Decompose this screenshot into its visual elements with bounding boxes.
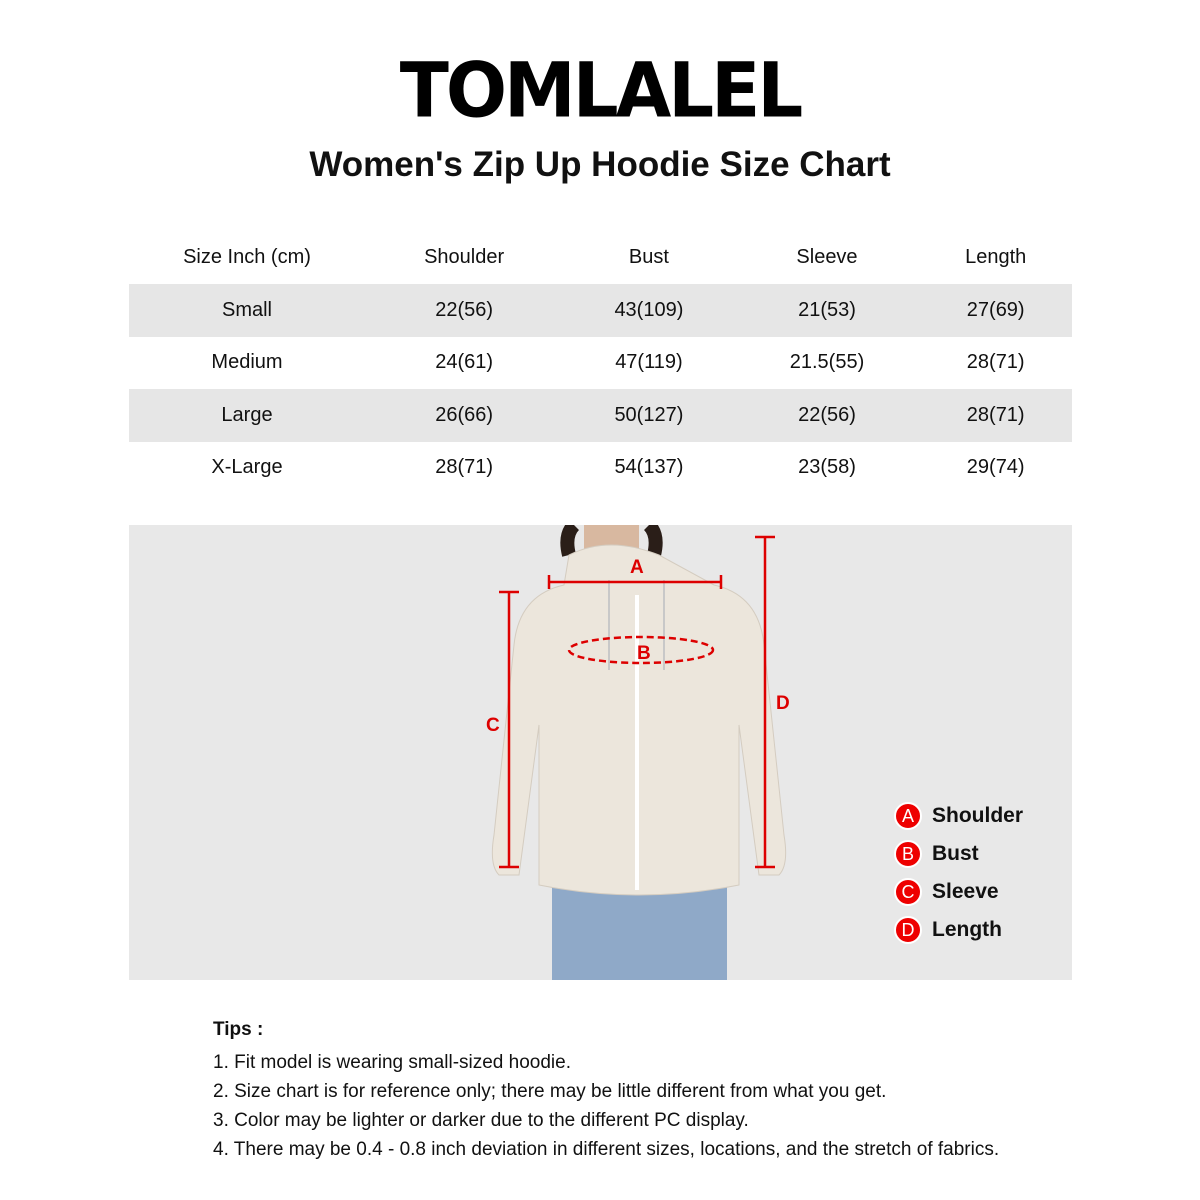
mark-c: C [486, 715, 500, 736]
cell: 27(69) [919, 284, 1072, 337]
cell: 54(137) [614, 456, 684, 479]
cell: Small [129, 284, 365, 337]
cell: 23(58) [798, 456, 856, 479]
tip-item: 2. Size chart is for reference only; the… [213, 1081, 887, 1102]
legend-label: Shoulder [932, 804, 1024, 827]
hoodie-illustration: A B C D [486, 525, 790, 980]
legend-label: Bust [932, 842, 979, 865]
cell: 28(71) [435, 456, 494, 479]
cell: 28(71) [966, 351, 1025, 374]
cell: 29(74) [966, 456, 1025, 479]
badge-b-icon: B [894, 840, 922, 868]
table-row: Small 22(56) 43(109) 21(53) 27(69) [129, 284, 1072, 337]
tip-item: 3. Color may be lighter or darker due to… [213, 1110, 749, 1131]
table-row: Medium 24(61) 47(119) 21.5(55) 28(71) [129, 337, 1072, 390]
legend-item: D Length [894, 911, 1023, 949]
tips-section: Tips : 1. Fit model is wearing small-siz… [213, 1015, 999, 1164]
cell: 24(61) [435, 351, 494, 374]
mark-b: B [637, 643, 651, 664]
header-sleeve: Sleeve [796, 245, 858, 268]
badge-d-icon: D [894, 916, 922, 944]
cell: 50(127) [563, 389, 735, 442]
table-row: X-Large 28(71) 54(137) 23(58) 29(74) [129, 442, 1072, 495]
badge-a-icon: A [894, 802, 922, 830]
measurement-legend: A Shoulder B Bust C Sleeve D Length [894, 797, 1023, 949]
cell: 47(119) [615, 351, 683, 374]
model-photo: A B C D A Shoulder B Bust C Sleeve D Length [129, 525, 1072, 980]
table-row: Large 26(66) 50(127) 22(56) 28(71) [129, 389, 1072, 442]
header-length: Length [965, 245, 1027, 268]
header-size: Size Inch (cm) [183, 245, 311, 268]
cell: Large [129, 389, 365, 442]
tip-item: 1. Fit model is wearing small-sized hood… [213, 1052, 571, 1073]
legend-item: C Sleeve [894, 873, 1023, 911]
legend-label: Length [932, 918, 1002, 941]
legend-item: A Shoulder [894, 797, 1023, 835]
model-figure [491, 525, 787, 980]
legend-item: B Bust [894, 835, 1023, 873]
cell: 43(109) [563, 284, 735, 337]
header-bust: Bust [628, 245, 669, 268]
mark-d: D [776, 693, 790, 714]
cell: 22(56) [365, 284, 564, 337]
badge-c-icon: C [894, 878, 922, 906]
mark-a: A [630, 557, 644, 578]
tips-heading: Tips : [213, 1019, 264, 1040]
cell: 26(66) [365, 389, 564, 442]
page-title: Women's Zip Up Hoodie Size Chart [309, 145, 891, 184]
cell: X-Large [211, 456, 283, 479]
cell: 22(56) [734, 389, 920, 442]
cell: 28(71) [919, 389, 1072, 442]
legend-label: Sleeve [932, 880, 999, 903]
cell: 21(53) [734, 284, 920, 337]
size-table: Size Inch (cm) Shoulder Bust Sleeve Leng… [129, 230, 1072, 494]
tip-item: 4. There may be 0.4 - 0.8 inch deviation… [213, 1139, 1000, 1160]
table-header: Size Inch (cm) Shoulder Bust Sleeve Leng… [129, 230, 1072, 284]
header-shoulder: Shoulder [424, 245, 505, 268]
cell: Medium [211, 351, 283, 374]
cell: 21.5(55) [789, 351, 865, 374]
brand-logo: TOMLALEL [399, 45, 804, 135]
